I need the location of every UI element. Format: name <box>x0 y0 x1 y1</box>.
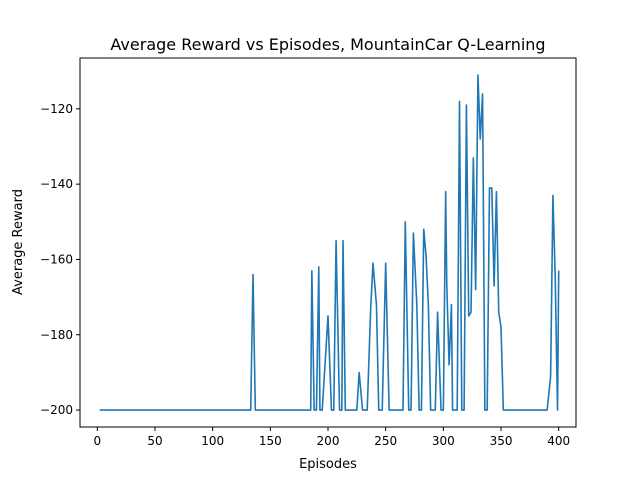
y-axis-label: Average Reward <box>11 189 26 295</box>
plot-frame <box>79 57 577 428</box>
y-tick-label: −120 <box>40 102 73 116</box>
x-tick-label: 50 <box>147 434 162 448</box>
reward-series-line <box>99 74 560 411</box>
x-tick-label: 300 <box>432 434 455 448</box>
x-tick-label: 0 <box>93 434 101 448</box>
y-tick-label: −140 <box>40 177 73 191</box>
x-tick-label: 200 <box>317 434 340 448</box>
x-tick-label: 350 <box>490 434 513 448</box>
x-tick-label: 150 <box>259 434 282 448</box>
x-tick-label: 400 <box>547 434 570 448</box>
x-tick-label: 100 <box>201 434 224 448</box>
y-tick-label: −200 <box>40 403 73 417</box>
x-axis-label: Episodes <box>299 457 357 472</box>
chart-title: Average Reward vs Episodes, MountainCar … <box>110 35 545 54</box>
y-tick-label: −180 <box>40 328 73 342</box>
x-tick-label: 250 <box>374 434 397 448</box>
y-tick-label: −160 <box>40 252 73 266</box>
